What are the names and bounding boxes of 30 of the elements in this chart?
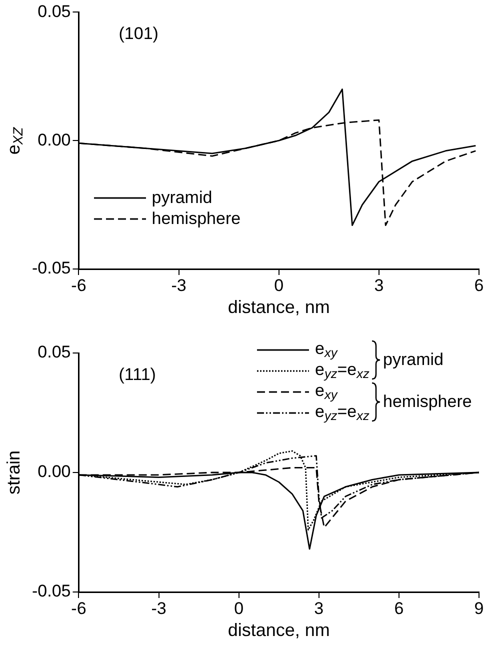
legend-label: e$_{yz}$=e$_{xz}$	[315, 402, 370, 423]
y-tick-label: 0.00	[38, 130, 71, 150]
y-axis-title: strain	[4, 450, 24, 495]
annotation: hemisphere	[383, 392, 472, 412]
x-tick-label: 3	[314, 598, 324, 618]
y-tick-label: 0.05	[38, 2, 71, 21]
y-tick-label: -0.05	[32, 258, 71, 278]
legend-label: e$_{xy}$	[315, 339, 338, 360]
x-tick-label: -6	[71, 276, 86, 295]
x-tick-label: -3	[171, 276, 186, 295]
x-axis-title: distance, nm	[228, 297, 330, 318]
annotation: pyramid	[383, 350, 444, 370]
x-tick-label: 6	[394, 598, 404, 618]
x-tick-label: 9	[474, 598, 484, 618]
legend-label: pyramid	[152, 188, 212, 208]
x-tick-label: 0	[234, 598, 244, 618]
y-tick-label: 0.00	[38, 462, 71, 482]
legend-label: e$_{yz}$=e$_{xz}$	[315, 360, 370, 381]
y-tick-label: -0.05	[32, 582, 71, 601]
x-axis-title: distance, nm	[228, 620, 330, 640]
x-tick-label: -6	[71, 598, 86, 618]
x-tick-label: 6	[474, 276, 484, 295]
annotation: (111)	[118, 365, 156, 385]
y-tick-label: 0.05	[38, 342, 71, 362]
legend-label: hemisphere	[152, 208, 241, 228]
x-tick-label: -3	[151, 598, 166, 618]
annotation: (101)	[118, 24, 158, 44]
x-tick-label: 3	[374, 276, 384, 295]
x-tick-label: 0	[274, 276, 284, 295]
legend-label: e$_{xy}$	[315, 381, 338, 402]
